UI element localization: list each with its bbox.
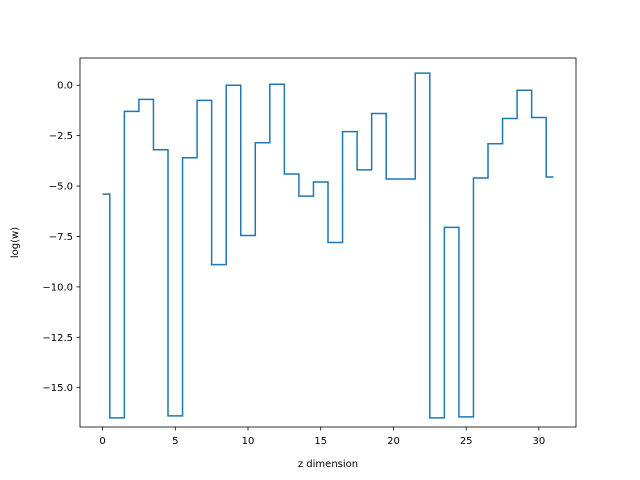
x-tick-label: 20: [387, 436, 400, 447]
series-line: [102, 72, 554, 419]
y-tick-label: −2.5: [49, 131, 73, 142]
y-axis: 0.0 −2.5 −5.0 −7.5 −10.0 −12.5 −15.0: [42, 81, 80, 394]
y-tick-label: −10.0: [42, 282, 73, 293]
x-tick-label: 5: [172, 436, 178, 447]
x-tick-label: 10: [242, 436, 255, 447]
x-tick-label: 25: [460, 436, 473, 447]
plot-frame: [79, 57, 577, 428]
x-axis: 0 5 10 15 20 25 30: [99, 427, 545, 447]
plot-area: [102, 72, 554, 419]
x-tick-label: 30: [533, 436, 546, 447]
y-tick-label: −15.0: [42, 383, 73, 394]
y-tick-label: −7.5: [49, 232, 73, 243]
y-tick-label: −12.5: [42, 333, 73, 344]
x-tick-label: 15: [314, 436, 327, 447]
x-axis-label: z dimension: [298, 459, 358, 470]
y-tick-label: 0.0: [57, 81, 73, 92]
y-axis-label: log(w): [10, 227, 21, 258]
y-tick-label: −5.0: [49, 182, 73, 193]
x-tick-label: 0: [99, 436, 105, 447]
